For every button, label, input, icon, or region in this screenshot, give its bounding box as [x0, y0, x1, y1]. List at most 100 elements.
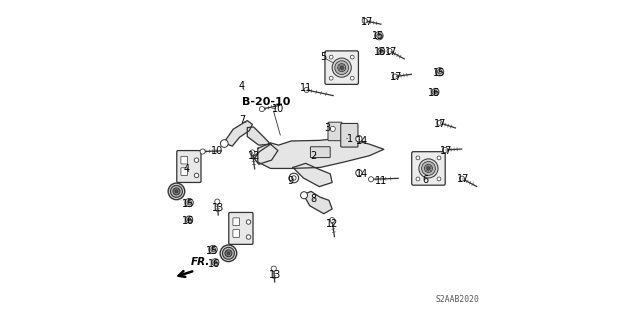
- Circle shape: [350, 55, 354, 59]
- Polygon shape: [258, 138, 384, 168]
- Circle shape: [435, 68, 444, 76]
- Text: 14: 14: [356, 169, 368, 179]
- Circle shape: [335, 61, 349, 75]
- Circle shape: [434, 90, 437, 93]
- Circle shape: [195, 158, 199, 162]
- Circle shape: [330, 126, 335, 131]
- Text: 7: 7: [239, 115, 246, 125]
- Circle shape: [185, 198, 193, 207]
- Circle shape: [375, 32, 383, 40]
- Text: 8: 8: [310, 194, 317, 204]
- Polygon shape: [253, 144, 278, 164]
- Circle shape: [246, 235, 251, 239]
- Text: 4: 4: [184, 164, 189, 174]
- Circle shape: [187, 200, 191, 205]
- Text: 17: 17: [390, 72, 402, 82]
- Text: 14: 14: [356, 136, 368, 146]
- Text: FR.: FR.: [191, 257, 210, 267]
- FancyBboxPatch shape: [181, 168, 188, 175]
- Text: 1: 1: [348, 134, 353, 144]
- Circle shape: [175, 190, 178, 193]
- Text: 13: 13: [212, 203, 225, 213]
- Text: 6: 6: [422, 175, 428, 185]
- Text: 17: 17: [435, 119, 447, 129]
- Text: 17: 17: [385, 47, 397, 57]
- Text: 13: 13: [269, 270, 281, 280]
- Text: 17: 17: [440, 145, 452, 156]
- Circle shape: [416, 156, 420, 160]
- Text: 12: 12: [248, 151, 260, 161]
- Circle shape: [214, 261, 217, 264]
- Text: 4: 4: [239, 81, 245, 91]
- Circle shape: [170, 185, 182, 197]
- Circle shape: [437, 70, 442, 74]
- Text: 9: 9: [287, 176, 294, 186]
- Circle shape: [437, 177, 441, 181]
- Circle shape: [220, 245, 237, 262]
- Polygon shape: [303, 191, 332, 214]
- Circle shape: [338, 63, 346, 72]
- Circle shape: [168, 183, 185, 200]
- Text: 16: 16: [182, 216, 195, 226]
- Circle shape: [419, 159, 438, 178]
- FancyBboxPatch shape: [325, 51, 358, 84]
- Text: 10: 10: [272, 104, 284, 114]
- Circle shape: [186, 216, 193, 223]
- Text: B-20-10: B-20-10: [241, 97, 290, 107]
- Circle shape: [378, 48, 385, 55]
- Circle shape: [350, 76, 354, 80]
- Circle shape: [209, 245, 218, 254]
- Circle shape: [250, 150, 255, 155]
- Circle shape: [427, 167, 430, 170]
- Circle shape: [223, 247, 234, 259]
- FancyBboxPatch shape: [310, 147, 330, 158]
- Circle shape: [356, 136, 362, 142]
- Circle shape: [211, 247, 216, 252]
- Circle shape: [340, 66, 344, 69]
- FancyBboxPatch shape: [328, 122, 342, 141]
- Circle shape: [271, 266, 276, 271]
- Circle shape: [227, 252, 230, 255]
- Circle shape: [259, 107, 264, 112]
- FancyBboxPatch shape: [177, 151, 201, 182]
- Text: 3: 3: [324, 122, 330, 133]
- Circle shape: [225, 250, 232, 257]
- Text: 12: 12: [326, 219, 339, 229]
- Circle shape: [195, 173, 199, 178]
- FancyBboxPatch shape: [181, 156, 188, 164]
- Circle shape: [188, 218, 191, 221]
- Circle shape: [329, 55, 333, 59]
- FancyBboxPatch shape: [228, 212, 253, 244]
- Circle shape: [369, 177, 374, 182]
- Circle shape: [220, 140, 228, 147]
- Text: S2AAB2020: S2AAB2020: [435, 295, 479, 304]
- Circle shape: [460, 176, 465, 181]
- FancyBboxPatch shape: [412, 152, 445, 185]
- FancyBboxPatch shape: [233, 230, 239, 237]
- Circle shape: [387, 48, 392, 54]
- Text: 17: 17: [457, 174, 469, 184]
- Circle shape: [437, 120, 442, 125]
- Circle shape: [422, 161, 435, 175]
- Circle shape: [380, 49, 383, 53]
- Circle shape: [332, 58, 351, 77]
- Text: 15: 15: [433, 68, 445, 78]
- Text: 11: 11: [375, 176, 387, 186]
- Polygon shape: [247, 127, 271, 145]
- Circle shape: [173, 188, 180, 195]
- Text: 15: 15: [206, 246, 218, 256]
- Circle shape: [392, 74, 397, 79]
- Polygon shape: [293, 163, 332, 187]
- Circle shape: [200, 149, 205, 154]
- FancyBboxPatch shape: [340, 123, 358, 147]
- Circle shape: [304, 87, 309, 93]
- Text: 2: 2: [310, 151, 316, 161]
- Text: 17: 17: [361, 17, 373, 27]
- Circle shape: [437, 156, 441, 160]
- Circle shape: [289, 173, 299, 183]
- Circle shape: [212, 259, 219, 266]
- Text: 16: 16: [208, 259, 220, 269]
- Circle shape: [432, 88, 439, 95]
- Circle shape: [424, 164, 433, 173]
- Text: 10: 10: [211, 145, 223, 156]
